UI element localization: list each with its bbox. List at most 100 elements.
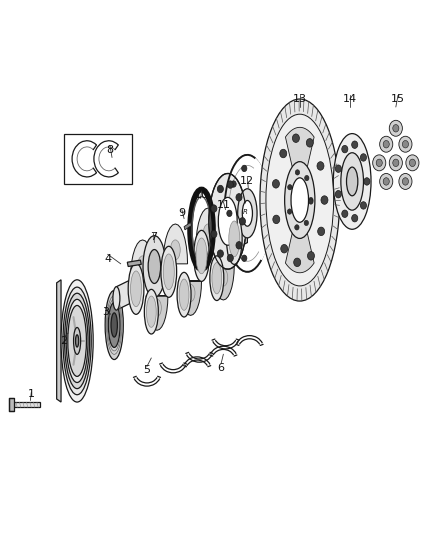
Circle shape [293,134,300,142]
Ellipse shape [177,272,191,317]
Polygon shape [234,221,247,249]
Circle shape [393,125,399,132]
Ellipse shape [212,263,222,294]
Circle shape [287,209,292,214]
Ellipse shape [179,279,189,310]
Text: 14: 14 [343,94,357,104]
Ellipse shape [66,300,88,383]
Polygon shape [184,222,191,230]
Circle shape [288,184,292,190]
Circle shape [352,214,358,222]
Circle shape [318,227,325,236]
Text: R: R [243,209,247,215]
Circle shape [211,230,217,238]
Ellipse shape [225,156,270,271]
Ellipse shape [143,236,166,297]
Circle shape [335,165,341,172]
Circle shape [304,220,308,225]
Text: 3: 3 [102,306,109,317]
Circle shape [236,193,242,201]
Ellipse shape [219,269,228,286]
Circle shape [231,181,236,187]
Circle shape [295,225,299,230]
Text: 13: 13 [293,94,307,104]
Ellipse shape [138,256,148,276]
Circle shape [364,177,370,185]
Polygon shape [212,265,234,300]
Circle shape [389,120,403,136]
Circle shape [321,196,328,204]
Circle shape [309,199,313,204]
Ellipse shape [163,254,174,289]
Polygon shape [57,280,61,402]
Polygon shape [163,224,187,264]
Ellipse shape [61,280,93,402]
Ellipse shape [226,213,242,264]
Polygon shape [14,402,40,407]
Circle shape [295,169,300,175]
Circle shape [317,161,324,170]
Circle shape [281,245,288,253]
Circle shape [360,154,367,161]
Polygon shape [286,127,314,174]
Circle shape [393,159,399,166]
Circle shape [280,149,287,158]
Circle shape [236,241,242,249]
Ellipse shape [285,161,315,238]
Circle shape [227,254,233,262]
Text: 2: 2 [60,336,67,346]
Circle shape [306,139,313,147]
Bar [64,134,132,184]
Ellipse shape [291,178,308,222]
Ellipse shape [224,155,270,272]
Ellipse shape [242,200,252,226]
Polygon shape [196,208,220,248]
Ellipse shape [113,287,120,310]
Circle shape [383,141,389,148]
Ellipse shape [229,221,240,257]
Polygon shape [180,281,201,316]
Circle shape [217,250,223,257]
Ellipse shape [218,197,237,245]
Circle shape [383,177,389,185]
Text: 10: 10 [194,190,208,200]
Polygon shape [117,277,136,310]
Ellipse shape [148,249,161,284]
Circle shape [231,239,236,246]
Ellipse shape [170,240,180,260]
Ellipse shape [111,313,117,337]
Circle shape [342,146,348,153]
Circle shape [373,155,386,171]
Ellipse shape [209,173,247,269]
Ellipse shape [75,335,79,347]
Circle shape [380,173,393,189]
Text: 7: 7 [150,232,157,243]
Circle shape [307,252,314,260]
Ellipse shape [194,230,209,281]
Ellipse shape [152,299,161,317]
Circle shape [242,165,247,172]
Circle shape [242,255,247,262]
Circle shape [335,190,341,198]
Circle shape [304,175,309,181]
Circle shape [217,185,223,193]
Polygon shape [131,240,155,280]
Text: 6: 6 [218,362,225,373]
Ellipse shape [68,305,86,376]
Circle shape [294,258,300,266]
Circle shape [227,210,232,216]
Circle shape [309,197,313,203]
Ellipse shape [266,114,334,286]
Ellipse shape [145,289,158,334]
Ellipse shape [146,296,156,327]
Circle shape [342,210,348,217]
Circle shape [410,159,416,166]
Circle shape [211,205,217,212]
Circle shape [403,141,409,148]
Ellipse shape [346,167,358,196]
Ellipse shape [105,290,123,360]
Ellipse shape [203,224,213,244]
Circle shape [380,136,393,152]
Circle shape [406,155,419,171]
Text: 12: 12 [240,176,254,187]
